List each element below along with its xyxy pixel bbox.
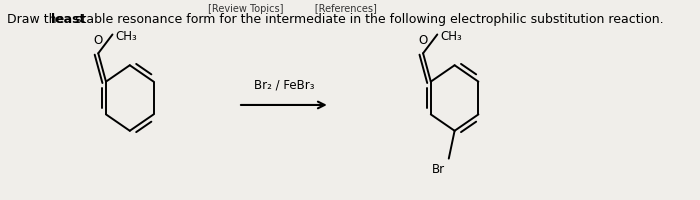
Text: Draw the: Draw the (8, 13, 69, 26)
Text: O: O (419, 34, 428, 47)
Text: Br: Br (433, 163, 445, 176)
Text: stable resonance form for the intermediate in the following electrophilic substi: stable resonance form for the intermedia… (71, 13, 664, 26)
Text: CH₃: CH₃ (440, 30, 463, 43)
Text: least: least (50, 13, 85, 26)
Text: CH₃: CH₃ (116, 30, 138, 43)
Text: [Review Topics]          [References]: [Review Topics] [References] (208, 4, 377, 14)
Text: Br₂ / FeBr₃: Br₂ / FeBr₃ (253, 78, 314, 91)
Text: O: O (94, 34, 103, 47)
